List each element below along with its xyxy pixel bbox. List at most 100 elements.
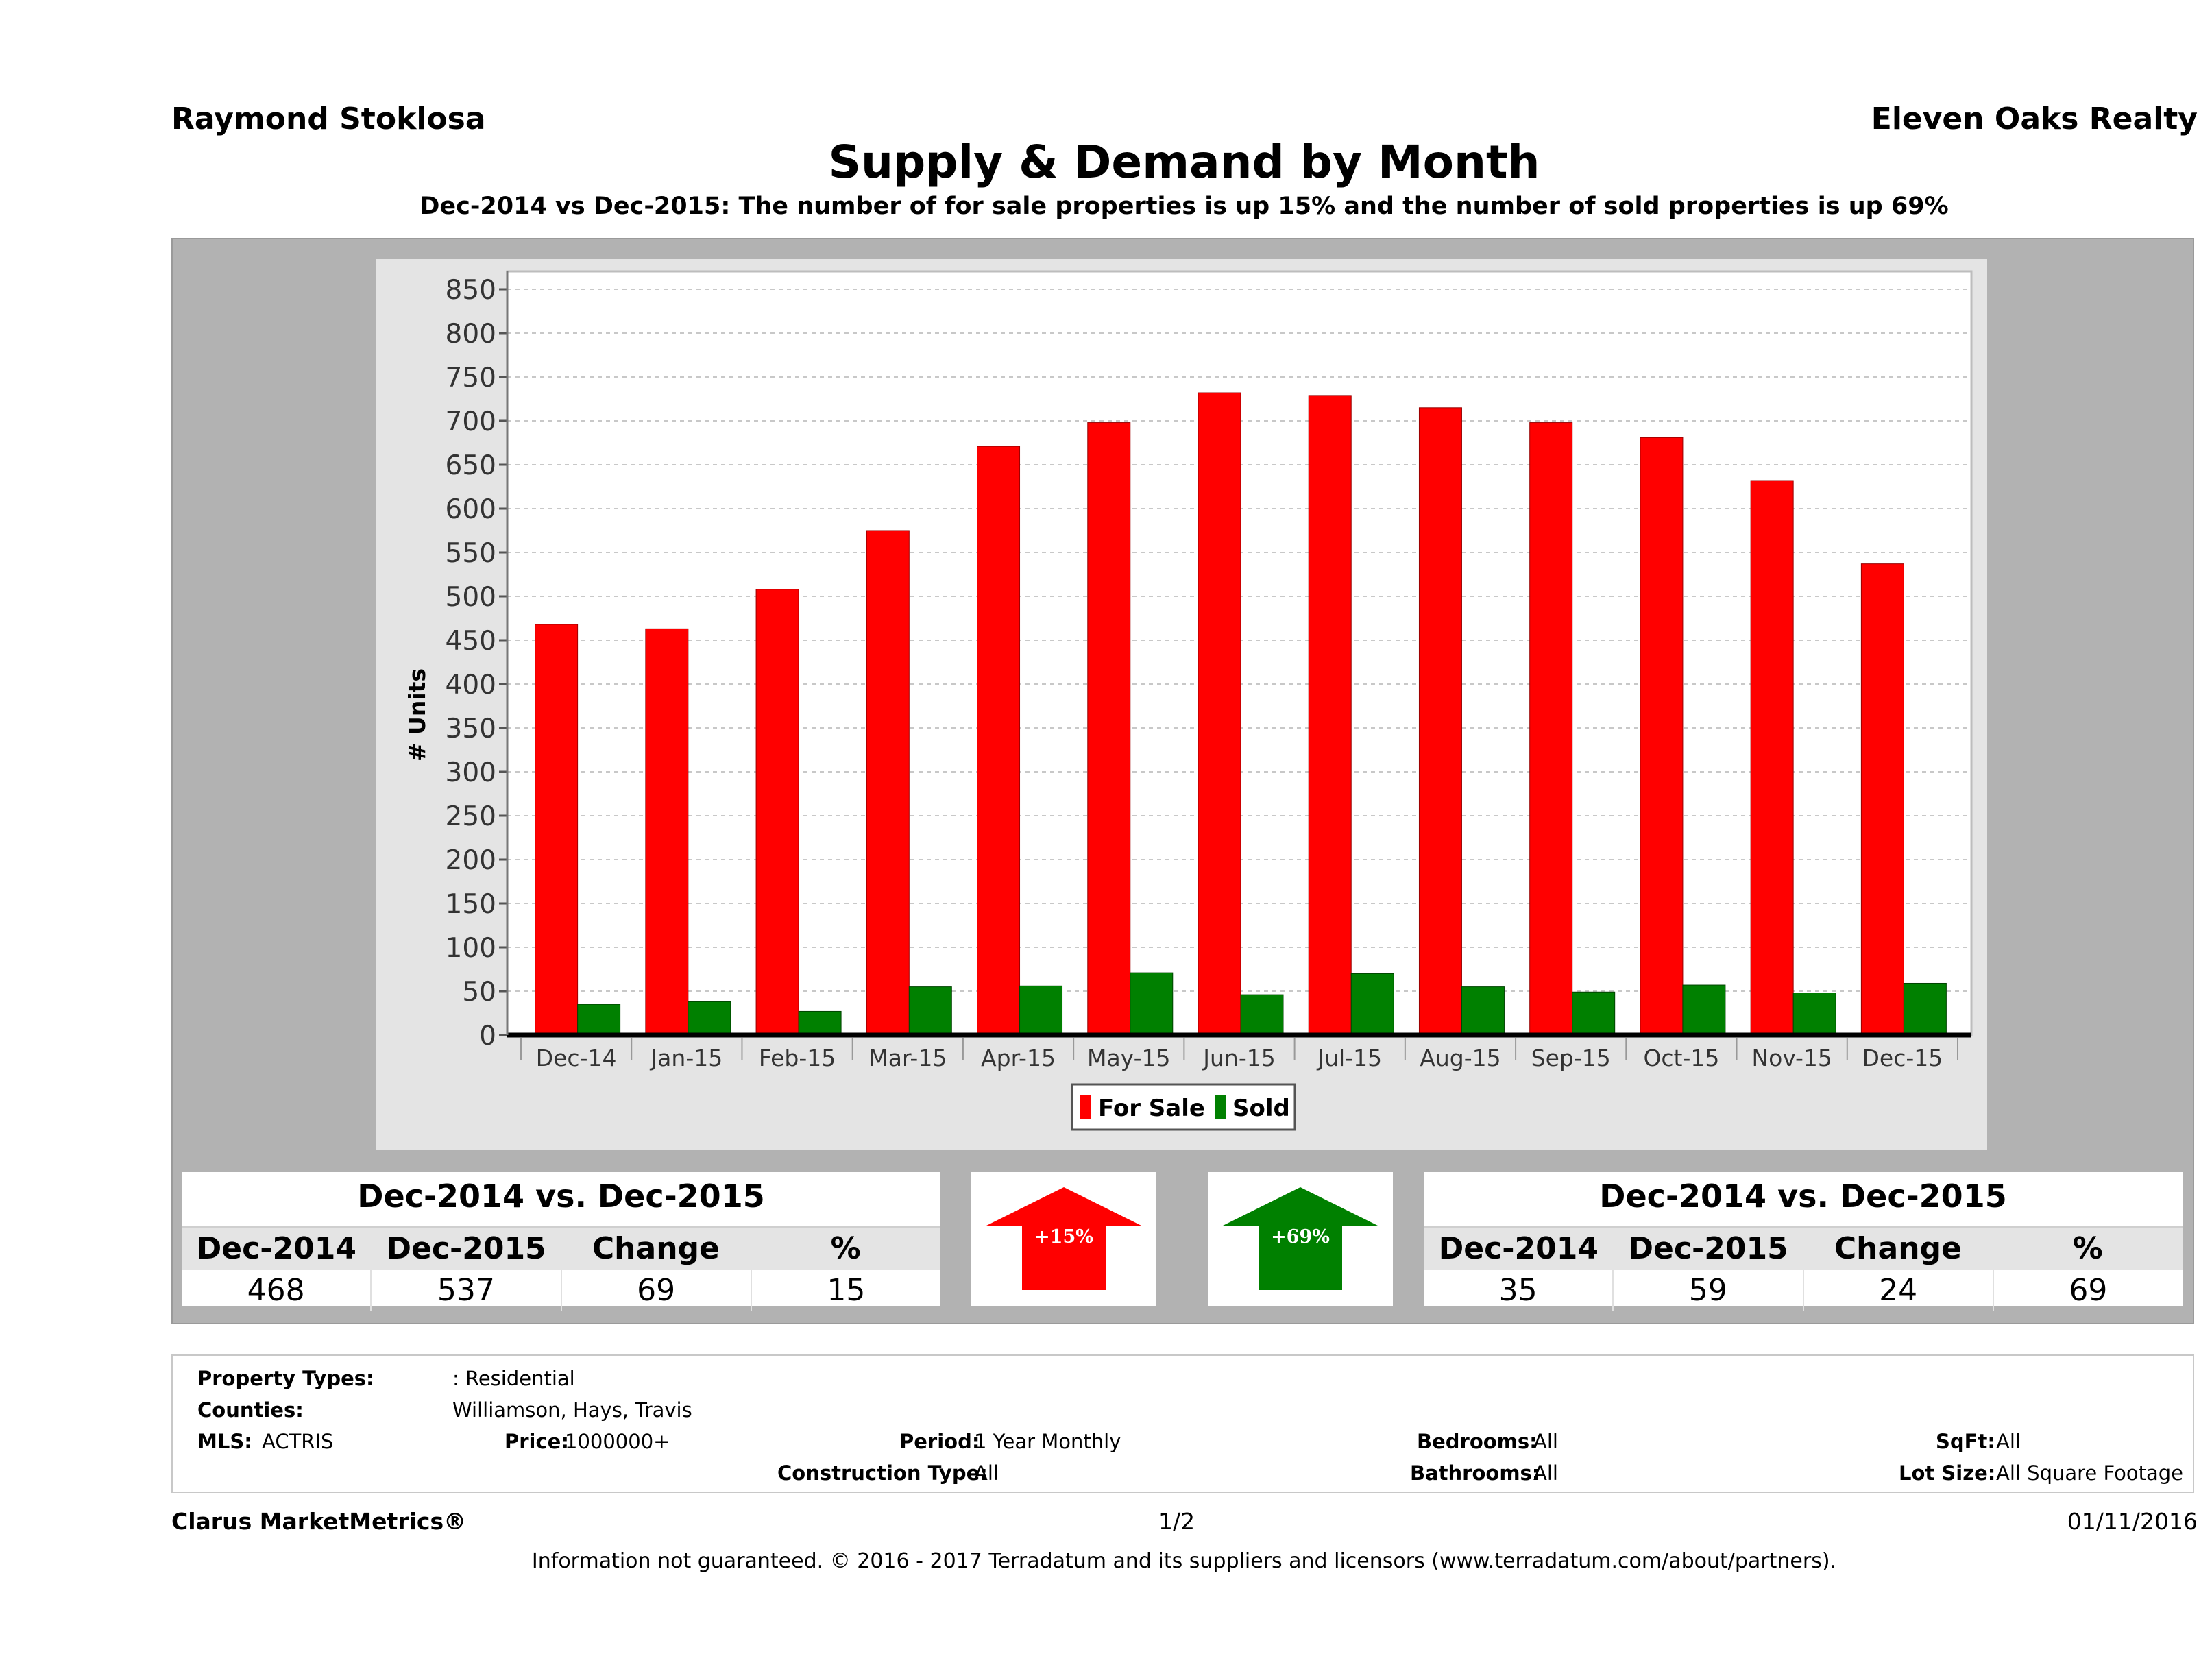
bar-chart: 0 50 100 150 200 250 300 350 400 450 500 550 600 650 7… bbox=[404, 270, 1973, 1131]
for-sale-bar bbox=[1750, 480, 1794, 1036]
sold-comparison-header: Dec-2014 Dec-2015 Change % bbox=[1424, 1226, 2183, 1270]
mls-value: ACTRIS bbox=[262, 1430, 334, 1453]
y-tick-label: 500 bbox=[446, 582, 496, 613]
sold-bar bbox=[1903, 982, 1947, 1036]
header-percent: % bbox=[830, 1231, 861, 1266]
sold-bar bbox=[1130, 972, 1174, 1036]
header-change: Change bbox=[1834, 1231, 1962, 1266]
x-tick-label: Nov-15 bbox=[1751, 1045, 1832, 1071]
for-sale-comparison-values: 468 537 69 15 bbox=[182, 1270, 940, 1311]
for-sale-bar bbox=[1529, 422, 1573, 1036]
y-tick-label: 0 bbox=[479, 1021, 496, 1051]
for-sale-bar bbox=[1418, 407, 1462, 1036]
x-tick-label: Apr-15 bbox=[981, 1045, 1056, 1071]
header-dec-2015: Dec-2015 bbox=[386, 1231, 546, 1266]
bathrooms-value: All bbox=[1533, 1461, 1558, 1485]
for-sale-comparison-title: Dec-2014 vs. Dec-2015 bbox=[357, 1178, 765, 1215]
filter-criteria-box: Property Types: : Residential Counties: … bbox=[171, 1354, 2194, 1493]
value-dec-2014: 468 bbox=[182, 1270, 372, 1311]
value-dec-2014: 35 bbox=[1424, 1270, 1614, 1311]
counties-label: Counties: bbox=[197, 1398, 304, 1422]
x-tick-label: May-15 bbox=[1087, 1045, 1171, 1071]
x-tick-label: Jul-15 bbox=[1316, 1045, 1382, 1071]
bathrooms-label: Bathrooms: bbox=[1410, 1461, 1540, 1485]
y-tick-label: 100 bbox=[446, 933, 496, 964]
sold-bar bbox=[1240, 994, 1284, 1036]
for-sale-bar bbox=[755, 589, 799, 1036]
y-tick-label: 700 bbox=[446, 406, 496, 437]
arrow-up-icon bbox=[1223, 1187, 1378, 1290]
for-sale-bar bbox=[535, 624, 579, 1036]
value-change: 24 bbox=[1804, 1270, 1994, 1311]
page-subtitle: Dec-2014 vs Dec-2015: The number of for … bbox=[420, 193, 1949, 220]
sold-comparison-values: 35 59 24 69 bbox=[1424, 1270, 2183, 1311]
sqft-label: SqFt: bbox=[1936, 1430, 1995, 1453]
lot-size-label: Lot Size: bbox=[1899, 1461, 1996, 1485]
for-sale-change-label: +15% bbox=[1034, 1226, 1093, 1248]
header-dec-2014: Dec-2014 bbox=[1438, 1231, 1599, 1266]
x-tick-label: Feb-15 bbox=[759, 1045, 836, 1071]
price-label: Price: bbox=[505, 1430, 569, 1453]
sold-change-box: +69% bbox=[1208, 1172, 1393, 1306]
for-sale-bar bbox=[977, 446, 1021, 1036]
y-tick-label: 450 bbox=[446, 626, 496, 657]
x-tick-label: Jun-15 bbox=[1202, 1045, 1275, 1071]
construction-type-value: All bbox=[974, 1461, 999, 1485]
header-dec-2014: Dec-2014 bbox=[196, 1231, 356, 1266]
y-tick-label: 550 bbox=[446, 538, 496, 569]
x-tick-label: Sep-15 bbox=[1531, 1045, 1611, 1071]
counties-value: Williamson, Hays, Travis bbox=[452, 1398, 692, 1422]
page-title: Supply & Demand by Month bbox=[828, 136, 1540, 189]
y-tick-label: 400 bbox=[446, 670, 496, 701]
lot-size-value: All Square Footage bbox=[1996, 1461, 2184, 1485]
y-tick-label: 50 bbox=[462, 977, 496, 1008]
for-sale-bar bbox=[1640, 437, 1684, 1036]
property-types-value: : Residential bbox=[452, 1367, 575, 1390]
header-dec-2015: Dec-2015 bbox=[1628, 1231, 1788, 1266]
sold-comparison-title: Dec-2014 vs. Dec-2015 bbox=[1599, 1178, 2007, 1215]
for-sale-bar bbox=[866, 530, 910, 1036]
sqft-value: All bbox=[1996, 1430, 2021, 1453]
for-sale-bar bbox=[1198, 392, 1241, 1036]
arrow-up-icon bbox=[986, 1187, 1141, 1290]
bedrooms-label: Bedrooms: bbox=[1417, 1430, 1538, 1453]
x-tick-label: Mar-15 bbox=[868, 1045, 947, 1071]
legend-label-sold: Sold bbox=[1232, 1095, 1290, 1122]
period-value: 1 Year Monthly bbox=[974, 1430, 1121, 1453]
disclaimer: Information not guaranteed. © 2016 - 201… bbox=[531, 1549, 1837, 1573]
sold-bar bbox=[908, 986, 952, 1036]
value-dec-2015: 59 bbox=[1614, 1270, 1804, 1311]
sold-bar bbox=[577, 1004, 621, 1036]
page-number: 1/2 bbox=[1158, 1508, 1195, 1535]
x-tick-label: Aug-15 bbox=[1420, 1045, 1500, 1071]
sold-bar bbox=[1019, 985, 1063, 1036]
sold-bar bbox=[798, 1010, 842, 1036]
report-date: 01/11/2016 bbox=[2067, 1508, 2198, 1535]
sold-bar bbox=[1572, 991, 1616, 1036]
for-sale-bar bbox=[1860, 563, 1904, 1036]
property-types-label: Property Types: bbox=[197, 1367, 374, 1390]
y-tick-label: 800 bbox=[446, 319, 496, 350]
legend-swatch-for-sale bbox=[1080, 1095, 1091, 1119]
value-percent: 69 bbox=[2069, 1273, 2108, 1308]
value-change: 69 bbox=[562, 1270, 752, 1311]
for-sale-change-box: +15% bbox=[971, 1172, 1156, 1306]
sold-comparison-table: Dec-2014 vs. Dec-2015 Dec-2014 Dec-2015 … bbox=[1424, 1172, 2183, 1311]
y-tick-label: 200 bbox=[446, 845, 496, 876]
sold-bar bbox=[1682, 984, 1726, 1036]
y-tick-label: 250 bbox=[446, 801, 496, 832]
header-percent: % bbox=[2072, 1231, 2103, 1266]
for-sale-bar bbox=[1087, 422, 1131, 1036]
sold-bar bbox=[1350, 973, 1394, 1036]
y-tick-label: 150 bbox=[446, 889, 496, 920]
y-tick-label: 300 bbox=[446, 757, 496, 788]
x-tick-label: Oct-15 bbox=[1643, 1045, 1719, 1071]
price-value: 1000000+ bbox=[565, 1430, 670, 1453]
x-tick-label: Jan-15 bbox=[649, 1045, 722, 1071]
for-sale-comparison-table: Dec-2014 vs. Dec-2015 Dec-2014 Dec-2015 … bbox=[182, 1172, 940, 1311]
mls-label: MLS: bbox=[197, 1430, 252, 1453]
y-tick-label: 600 bbox=[446, 494, 496, 525]
value-dec-2015: 537 bbox=[372, 1270, 562, 1311]
y-tick-label: 750 bbox=[446, 363, 496, 393]
bedrooms-value: All bbox=[1533, 1430, 1558, 1453]
